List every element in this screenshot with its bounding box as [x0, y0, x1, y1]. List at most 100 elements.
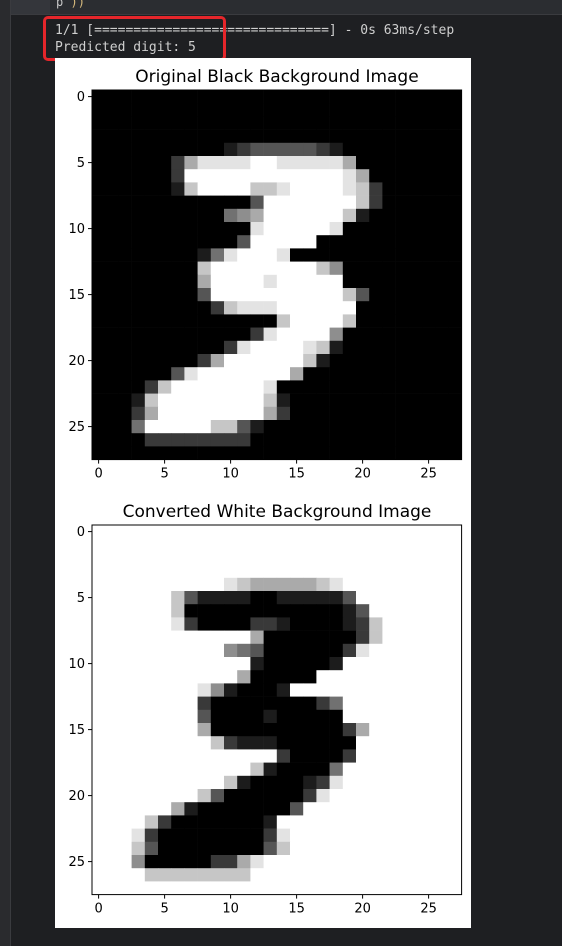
pixel-cell: [118, 406, 132, 421]
pixel-cell: [290, 446, 304, 460]
pixel-cell: [342, 446, 357, 460]
y-tick-label: 20: [68, 354, 85, 369]
pixel-cell: [395, 657, 410, 671]
pixel-cell: [118, 103, 132, 117]
pixel-cell: [369, 762, 383, 777]
pixel-cell: [171, 103, 185, 117]
pixel-cell: [118, 802, 132, 816]
pixel-cell: [342, 327, 357, 342]
pixel-cell: [316, 643, 330, 658]
pixel-cell: [303, 248, 317, 262]
pixel-cell: [92, 195, 106, 210]
pixel-cell: [263, 248, 278, 262]
pixel-cell: [250, 617, 264, 631]
pixel-cell: [316, 406, 330, 421]
pixel-cell: [131, 657, 146, 671]
pixel-cell: [316, 736, 330, 750]
pixel-cell: [448, 116, 462, 130]
pixel-cell: [382, 235, 396, 249]
pixel-cell: [224, 551, 238, 565]
pixel-cell: [408, 670, 423, 684]
pixel-cell: [158, 446, 172, 460]
pixel-cell: [276, 577, 291, 592]
pixel-cell: [382, 169, 396, 183]
pixel-cell: [184, 591, 198, 605]
pixel-cell: [290, 723, 304, 737]
pixel-cell: [329, 881, 344, 895]
pixel-cell: [342, 802, 357, 816]
pixel-cell: [197, 551, 212, 565]
pixel-cell: [290, 775, 304, 790]
pixel-cell: [290, 749, 304, 763]
pixel-cell: [303, 354, 317, 368]
pixel-cell: [210, 314, 225, 328]
pixel-cell: [171, 802, 185, 816]
pixel-cell: [92, 156, 106, 170]
pixel-cell: [408, 749, 423, 763]
pixel-cell: [250, 828, 264, 843]
pixel-cell: [171, 116, 185, 130]
pixel-cell: [144, 195, 159, 210]
pixel-cell: [290, 301, 304, 315]
pixel-cell: [356, 617, 370, 631]
pixel-cell: [276, 670, 291, 684]
pixel-cell: [224, 288, 238, 302]
pixel-cell: [329, 551, 344, 565]
pixel-cell: [316, 828, 330, 843]
pixel-cell: [369, 723, 383, 737]
pixel-cell: [369, 446, 383, 460]
pixel-cell: [435, 802, 449, 816]
pixel-cell: [290, 617, 304, 631]
pixel-cell: [224, 775, 238, 790]
pixel-cell: [382, 881, 396, 895]
pixel-cell: [210, 367, 225, 381]
pixel-cell: [356, 393, 370, 408]
pixel-cell: [342, 156, 357, 170]
pixel-cell: [356, 525, 370, 539]
pixel-cell: [276, 446, 291, 460]
pixel-cell: [171, 182, 185, 196]
pixel-cell: [395, 327, 410, 342]
x-tick-label: 25: [420, 902, 437, 917]
pixel-cell: [369, 841, 383, 856]
pixel-cell: [131, 129, 146, 144]
pixel-cell: [171, 564, 185, 579]
pixel-cell: [303, 340, 317, 355]
pixel-cell: [422, 156, 436, 170]
x-tick-label: 5: [160, 902, 168, 917]
pixel-cell: [382, 90, 396, 104]
pixel-cell: [171, 630, 185, 645]
pixel-cell: [448, 643, 462, 658]
pixel-cell: [395, 683, 410, 697]
code-fragment-text: p: [56, 0, 64, 9]
pixel-cell: [290, 525, 304, 539]
pixel-cell: [158, 723, 172, 737]
pixel-cell: [435, 564, 449, 579]
pixel-cell: [382, 868, 396, 882]
pixel-cell: [237, 235, 251, 249]
pixel-cell: [210, 736, 225, 750]
pixel-cell: [408, 103, 423, 117]
pixel-cell: [184, 551, 198, 565]
pixel-cell: [197, 617, 212, 631]
editor-gutter: [0, 0, 10, 946]
pixel-cell: [250, 354, 264, 368]
pixel-cell: [144, 340, 159, 355]
y-tick-label: 5: [77, 591, 85, 606]
pixel-cell: [356, 380, 370, 394]
pixel-cell: [356, 314, 370, 328]
pixel-cell: [329, 248, 344, 262]
pixel-cell: [448, 103, 462, 117]
pixel-cell: [171, 723, 185, 737]
pixel-cell: [329, 156, 344, 170]
pixel-cell: [158, 433, 172, 447]
pixel-cell: [316, 380, 330, 394]
editor-tab[interactable]: [10, 0, 50, 14]
pixel-cell: [105, 420, 119, 434]
pixel-cell: [448, 261, 462, 276]
pixel-cell: [263, 222, 278, 236]
pixel-cell: [250, 156, 264, 170]
pixel-cell: [395, 156, 410, 170]
pixel-cell: [131, 182, 146, 196]
pixel-cell: [158, 538, 172, 552]
